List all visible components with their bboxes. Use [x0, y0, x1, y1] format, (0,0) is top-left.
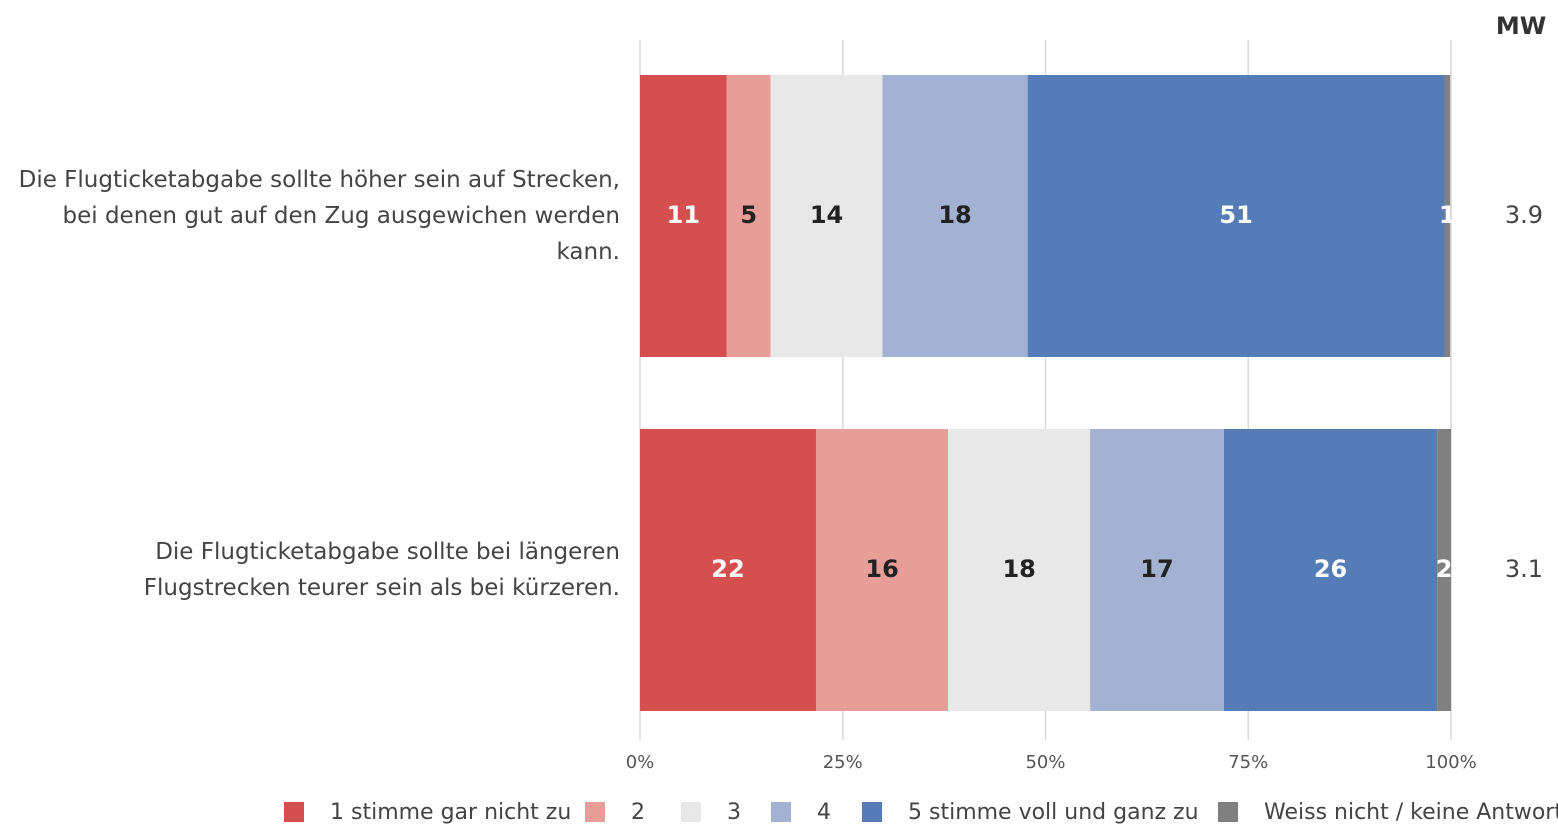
- legend-swatch: [585, 802, 605, 822]
- category-label: Die Flugticketabgabe sollte bei längeren…: [143, 539, 620, 601]
- data-label: 16: [865, 555, 898, 583]
- bar-segment: [815, 429, 949, 711]
- bar-segment: [1027, 75, 1445, 357]
- data-label: 26: [1314, 555, 1347, 583]
- legend-swatch: [862, 802, 882, 822]
- legend-label: 5 stimme voll und ganz zu: [908, 800, 1199, 825]
- category-label: Die Flugticketabgabe sollte höher sein a…: [18, 167, 620, 265]
- mean-header: MW: [1496, 12, 1546, 40]
- bar-segment: [640, 429, 816, 711]
- bar-segment: [726, 75, 771, 357]
- legend-label: 4: [817, 800, 831, 825]
- bar-segment: [1437, 429, 1451, 711]
- x-tick-label: 25%: [823, 752, 863, 773]
- legend-swatch: [771, 802, 791, 822]
- mean-value: 3.9: [1505, 201, 1543, 229]
- x-tick-label: 75%: [1228, 752, 1268, 773]
- bar-segment: [948, 429, 1091, 711]
- legend-label: Weiss nicht / keine Antwort: [1264, 800, 1558, 825]
- bar-segment: [1223, 429, 1438, 711]
- data-label: 14: [810, 201, 843, 229]
- bar-segment: [882, 75, 1028, 357]
- legend-label: 2: [631, 800, 645, 825]
- data-label: 51: [1219, 201, 1252, 229]
- legend-swatch: [1218, 802, 1238, 822]
- bar-segment: [640, 75, 727, 357]
- data-label: 18: [938, 201, 971, 229]
- x-tick-label: 100%: [1425, 752, 1476, 773]
- data-label: 11: [667, 201, 700, 229]
- data-label: 1: [1439, 201, 1456, 229]
- data-label: 2: [1436, 555, 1453, 583]
- category-label-box: Die Flugticketabgabe sollte bei längeren…: [0, 429, 620, 711]
- mean-value: 3.1: [1505, 555, 1543, 583]
- legend-label: 1 stimme gar nicht zu: [330, 800, 571, 825]
- data-label: 18: [1002, 555, 1035, 583]
- data-label: 17: [1140, 555, 1173, 583]
- legend-swatch: [284, 802, 304, 822]
- data-label: 5: [740, 201, 757, 229]
- bar-segment: [1444, 75, 1451, 357]
- category-label-box: Die Flugticketabgabe sollte höher sein a…: [0, 75, 620, 357]
- legend-swatch: [681, 802, 701, 822]
- x-tick-label: 0%: [626, 752, 655, 773]
- x-tick-label: 50%: [1025, 752, 1065, 773]
- bar-segment: [1090, 429, 1224, 711]
- bar-segment: [770, 75, 883, 357]
- data-label: 22: [711, 555, 744, 583]
- legend-label: 3: [727, 800, 741, 825]
